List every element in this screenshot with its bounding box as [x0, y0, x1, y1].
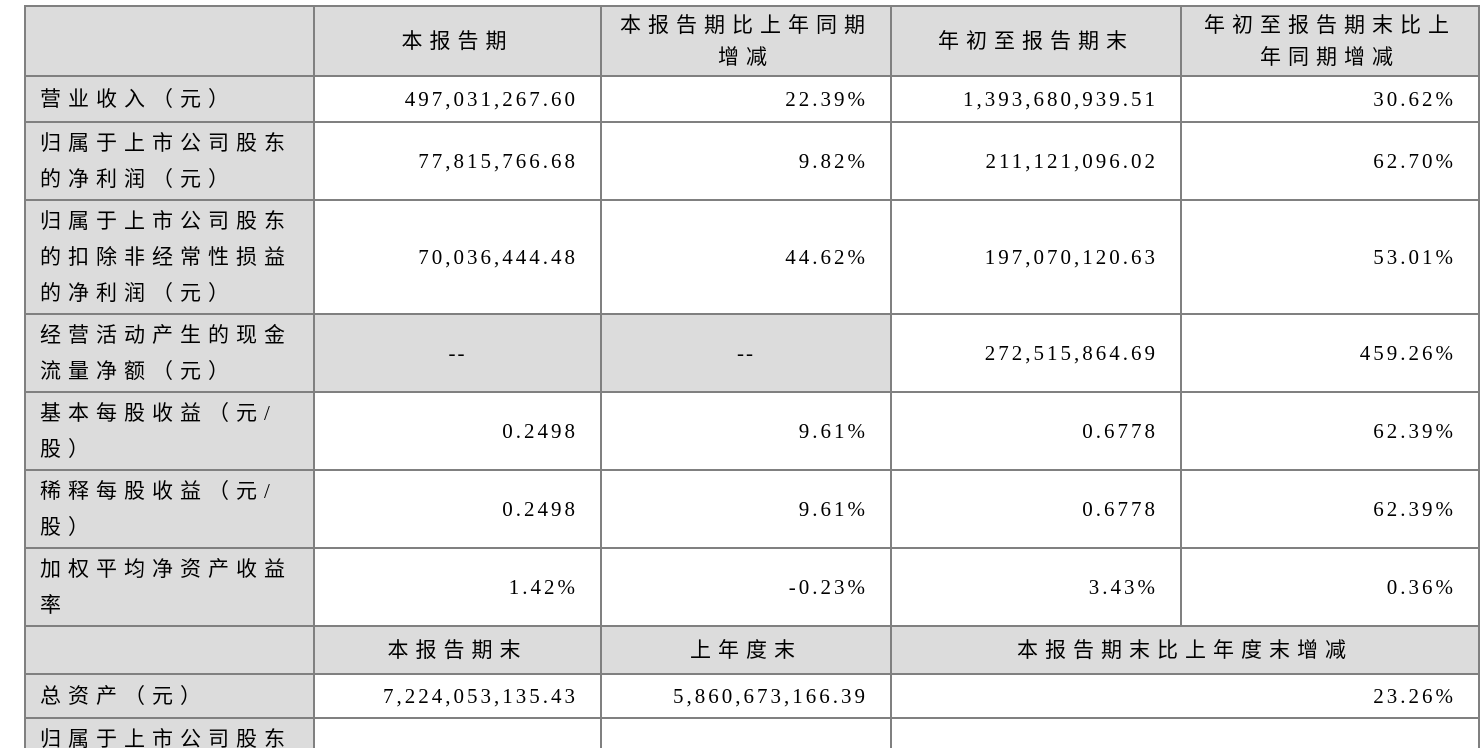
header-cell-empty [24, 5, 315, 77]
value-cell: 272,515,864.69 [890, 313, 1182, 393]
label-net-profit-excl-non-recurring: 归属于上市公司股东的扣除非经常性损益的净利润（元） [24, 199, 315, 315]
financial-summary-table: 本报告期 本报告期比上年同期增减 年初至报告期末 年初至报告期末比上年同期增减 … [24, 5, 1480, 748]
value-cell: 459.26% [1180, 313, 1480, 393]
header-cell-period-end-change: 本报告期末比上年度末增减 [890, 625, 1480, 675]
header-cell-ytd-yoy-change: 年初至报告期末比上年同期增减 [1180, 5, 1480, 77]
header-row-period: 本报告期 本报告期比上年同期增减 年初至报告期末 年初至报告期末比上年同期增减 [24, 5, 1480, 77]
label-diluted-eps: 稀释每股收益（元/股） [24, 469, 315, 549]
row-basic-eps: 基本每股收益（元/股） 0.2498 9.61% 0.6778 62.39% [24, 391, 1480, 471]
value-cell: 7,224,053,135.43 [313, 673, 602, 719]
value-cell: 497,031,267.60 [313, 75, 602, 123]
value-cell: 30.62% [1180, 75, 1480, 123]
row-total-assets: 总资产（元） 7,224,053,135.43 5,860,673,166.39… [24, 673, 1480, 719]
value-cell: 0.2498 [313, 391, 602, 471]
header-cell-ytd: 年初至报告期末 [890, 5, 1182, 77]
label-basic-eps: 基本每股收益（元/股） [24, 391, 315, 471]
value-cell-na: -- [313, 313, 602, 393]
value-cell: 0.36% [1180, 547, 1480, 627]
value-cell: 197,070,120.63 [890, 199, 1182, 315]
value-cell-na: -- [600, 313, 892, 393]
value-cell: 62.39% [1180, 469, 1480, 549]
value-cell: 44.62% [600, 199, 892, 315]
value-cell: 9.61% [600, 391, 892, 471]
label-weighted-avg-roe: 加权平均净资产收益率 [24, 547, 315, 627]
header-cell-period-end: 本报告期末 [313, 625, 602, 675]
row-equity-attributable: 归属于上市公司股东的所有者权益（元） 5,430,104,364.87 4,53… [24, 717, 1480, 748]
value-cell: 70,036,444.48 [313, 199, 602, 315]
label-operating-revenue: 营业收入（元） [24, 75, 315, 123]
label-equity-attributable: 归属于上市公司股东的所有者权益（元） [24, 717, 315, 748]
value-cell: 22.39% [600, 75, 892, 123]
header-cell-prior-year-end: 上年度末 [600, 625, 892, 675]
row-weighted-avg-roe: 加权平均净资产收益率 1.42% -0.23% 3.43% 0.36% [24, 547, 1480, 627]
row-net-profit-attributable: 归属于上市公司股东的净利润（元） 77,815,766.68 9.82% 211… [24, 121, 1480, 201]
value-cell: 9.82% [600, 121, 892, 201]
value-cell: 1.42% [313, 547, 602, 627]
header-row-period-end: 本报告期末 上年度末 本报告期末比上年度末增减 [24, 625, 1480, 675]
value-cell: 77,815,766.68 [313, 121, 602, 201]
header-cell-current-period: 本报告期 [313, 5, 602, 77]
value-cell: 5,860,673,166.39 [600, 673, 892, 719]
value-cell: 53.01% [1180, 199, 1480, 315]
value-cell: 5,430,104,364.87 [313, 717, 602, 748]
value-cell: 19.69% [890, 717, 1480, 748]
row-operating-cash-flow: 经营活动产生的现金流量净额（元） -- -- 272,515,864.69 45… [24, 313, 1480, 393]
row-operating-revenue: 营业收入（元） 497,031,267.60 22.39% 1,393,680,… [24, 75, 1480, 123]
value-cell: 0.2498 [313, 469, 602, 549]
value-cell: 3.43% [890, 547, 1182, 627]
label-operating-cash-flow: 经营活动产生的现金流量净额（元） [24, 313, 315, 393]
value-cell: 62.70% [1180, 121, 1480, 201]
value-cell: -0.23% [600, 547, 892, 627]
value-cell: 0.6778 [890, 391, 1182, 471]
header-cell-empty [24, 625, 315, 675]
value-cell: 9.61% [600, 469, 892, 549]
value-cell: 23.26% [890, 673, 1480, 719]
value-cell: 1,393,680,939.51 [890, 75, 1182, 123]
value-cell: 0.6778 [890, 469, 1182, 549]
value-cell: 62.39% [1180, 391, 1480, 471]
label-net-profit-attributable: 归属于上市公司股东的净利润（元） [24, 121, 315, 201]
header-cell-current-period-yoy-change: 本报告期比上年同期增减 [600, 5, 892, 77]
row-diluted-eps: 稀释每股收益（元/股） 0.2498 9.61% 0.6778 62.39% [24, 469, 1480, 549]
row-net-profit-excl-non-recurring: 归属于上市公司股东的扣除非经常性损益的净利润（元） 70,036,444.48 … [24, 199, 1480, 315]
value-cell: 211,121,096.02 [890, 121, 1182, 201]
value-cell: 4,536,694,935.49 [600, 717, 892, 748]
label-total-assets: 总资产（元） [24, 673, 315, 719]
